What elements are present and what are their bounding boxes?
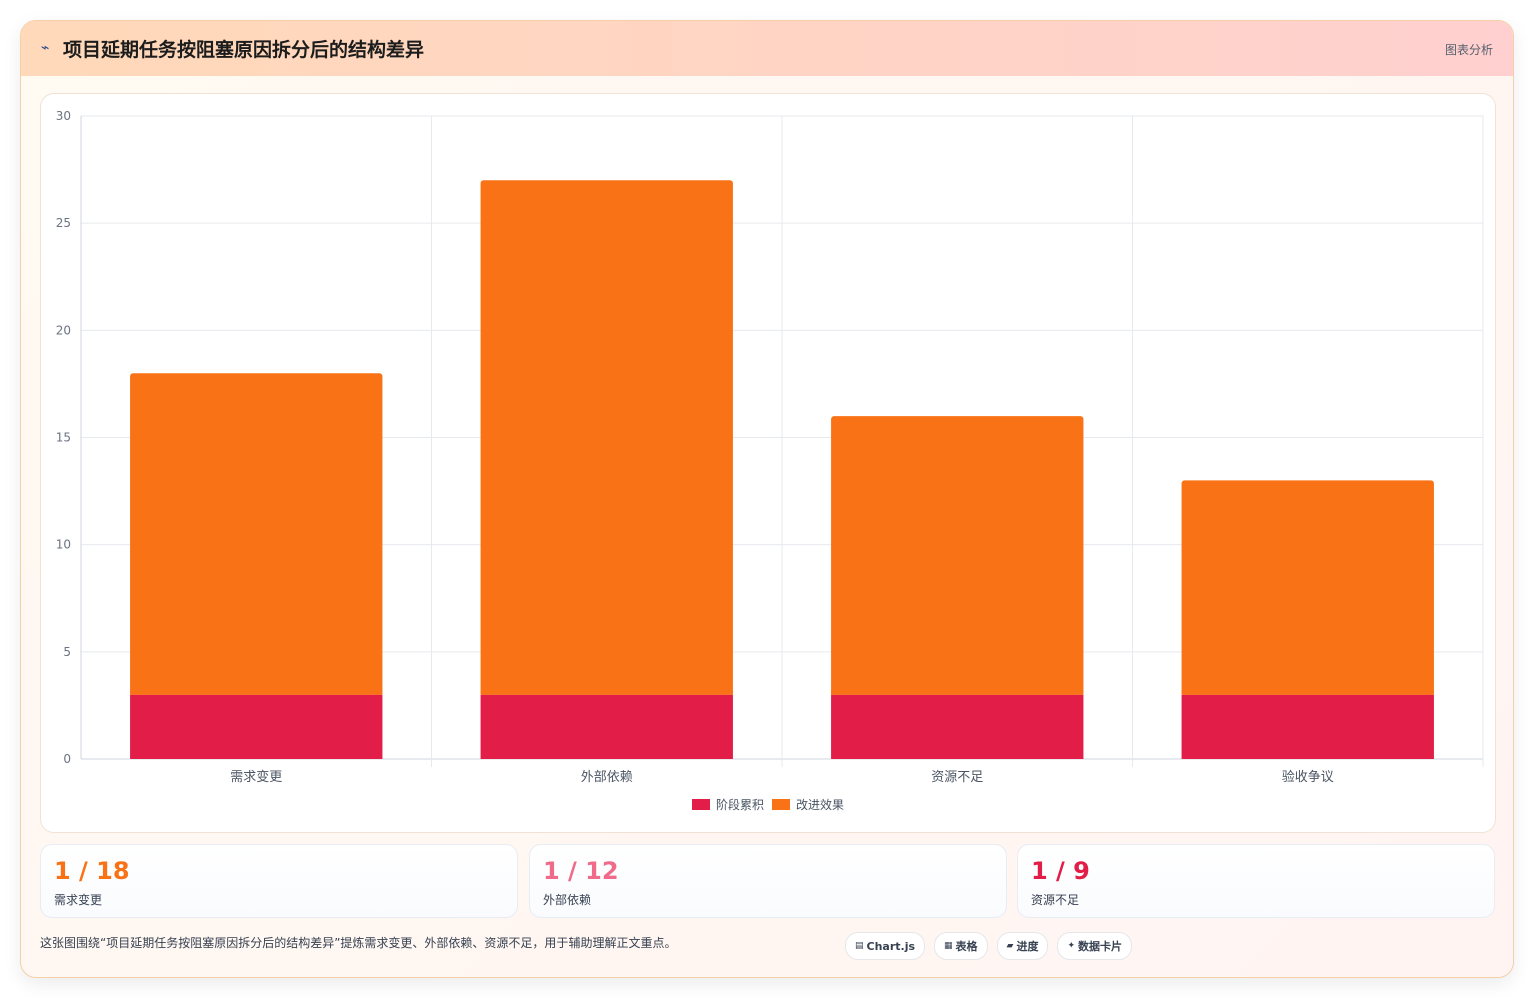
x-tick-label: 外部依赖 — [581, 770, 633, 785]
stat-card-1: 1 / 18 需求变更 — [40, 844, 518, 918]
bar-segment — [130, 373, 383, 695]
chip-label: 进度 — [1016, 940, 1039, 953]
stat-value-2: 1 / 12 — [543, 857, 619, 885]
stat-label-2: 外部依赖 — [543, 893, 592, 907]
bar-segment — [831, 694, 1084, 759]
chart-card: ⌁ 项目延期任务按阻塞原因拆分后的结构差异 图表分析 0 5 10 15 20 25 30 需… — [20, 20, 1514, 978]
bar-segment-base — [480, 690, 733, 695]
x-tick-label: 验收争议 — [1282, 769, 1334, 785]
legend-item[interactable]: 改进效果 — [772, 796, 844, 813]
chart-title: 项目延期任务按阻塞原因拆分后的结构差异 — [63, 39, 425, 61]
bar-segment — [1181, 480, 1434, 695]
y-tick-label: 15 — [56, 431, 71, 445]
header-tag: 图表分析 — [1444, 43, 1493, 57]
chip-table[interactable]: ▦ 表格 — [934, 932, 988, 960]
bar-segment — [1181, 694, 1434, 759]
stat-label-1: 需求变更 — [54, 893, 103, 907]
bar-segment-base — [1181, 690, 1434, 695]
bar-segment — [480, 694, 733, 759]
y-tick-label: 20 — [56, 323, 71, 337]
legend-item[interactable]: 阶段累积 — [691, 796, 764, 813]
stat-card-3: 1 / 9 资源不足 — [1017, 844, 1495, 918]
chip-label: Chart.js — [866, 939, 916, 953]
x-tick-label: 资源不足 — [931, 770, 983, 785]
chip-data-cards[interactable]: ✦ 数据卡片 — [1057, 932, 1133, 960]
stat-value-3: 1 / 9 — [1031, 857, 1090, 885]
footer-note: 这张图围绕“项目延期任务按阻塞原因拆分后的结构差异”提炼需求变更、外部依赖、资源… — [40, 936, 677, 950]
x-tick-label: 需求变更 — [230, 769, 282, 785]
chip-label: 数据卡片 — [1078, 940, 1123, 953]
table-icon: ▦ — [944, 941, 953, 951]
stacked-bar-chart: 0 5 10 15 20 25 30 需求变更 外部依赖 资源不足 验收争议 — [56, 109, 1484, 785]
chart-panel: 0 5 10 15 20 25 30 需求变更 外部依赖 资源不足 验收争议 阶段累积 改进效果 — [40, 93, 1496, 833]
stat-label-3: 资源不足 — [1031, 893, 1080, 907]
chip-progress[interactable]: ▰ 进度 — [996, 932, 1049, 960]
legend-label: 阶段累积 — [715, 798, 764, 812]
chip-label: 表格 — [955, 940, 978, 953]
card-header: ⌁ 项目延期任务按阻塞原因拆分后的结构差异 图表分析 — [21, 21, 1513, 76]
chip-row: ▤ Chart.js ▦ 表格 ▰ 进度 ✦ 数据卡片 — [845, 932, 1133, 960]
chart-line-icon: ⌁ — [41, 40, 50, 56]
chip-chartjs[interactable]: ▤ Chart.js — [845, 932, 926, 960]
legend-swatch — [691, 799, 710, 810]
y-tick-label: 10 — [56, 538, 71, 552]
stat-card-2: 1 / 12 外部依赖 — [529, 844, 1007, 918]
legend-swatch — [772, 799, 790, 810]
y-tick-label: 30 — [56, 109, 71, 123]
bar-segment-base — [130, 690, 383, 695]
y-tick-label: 25 — [56, 216, 71, 230]
bar-segment — [831, 416, 1084, 695]
bar-segment — [130, 694, 383, 759]
progress-icon: ▰ — [1006, 941, 1014, 951]
bar-segment — [480, 180, 733, 695]
legend-label: 改进效果 — [796, 798, 845, 812]
sparkle-icon: ✦ — [1067, 941, 1076, 951]
chart-legend: 阶段累积 改进效果 — [41, 796, 1495, 814]
chart-icon: ▤ — [855, 941, 864, 951]
y-tick-label: 0 — [63, 752, 71, 766]
stat-value-1: 1 / 18 — [54, 857, 130, 885]
y-tick-label: 5 — [63, 645, 71, 659]
bar-segment-base — [831, 690, 1084, 695]
